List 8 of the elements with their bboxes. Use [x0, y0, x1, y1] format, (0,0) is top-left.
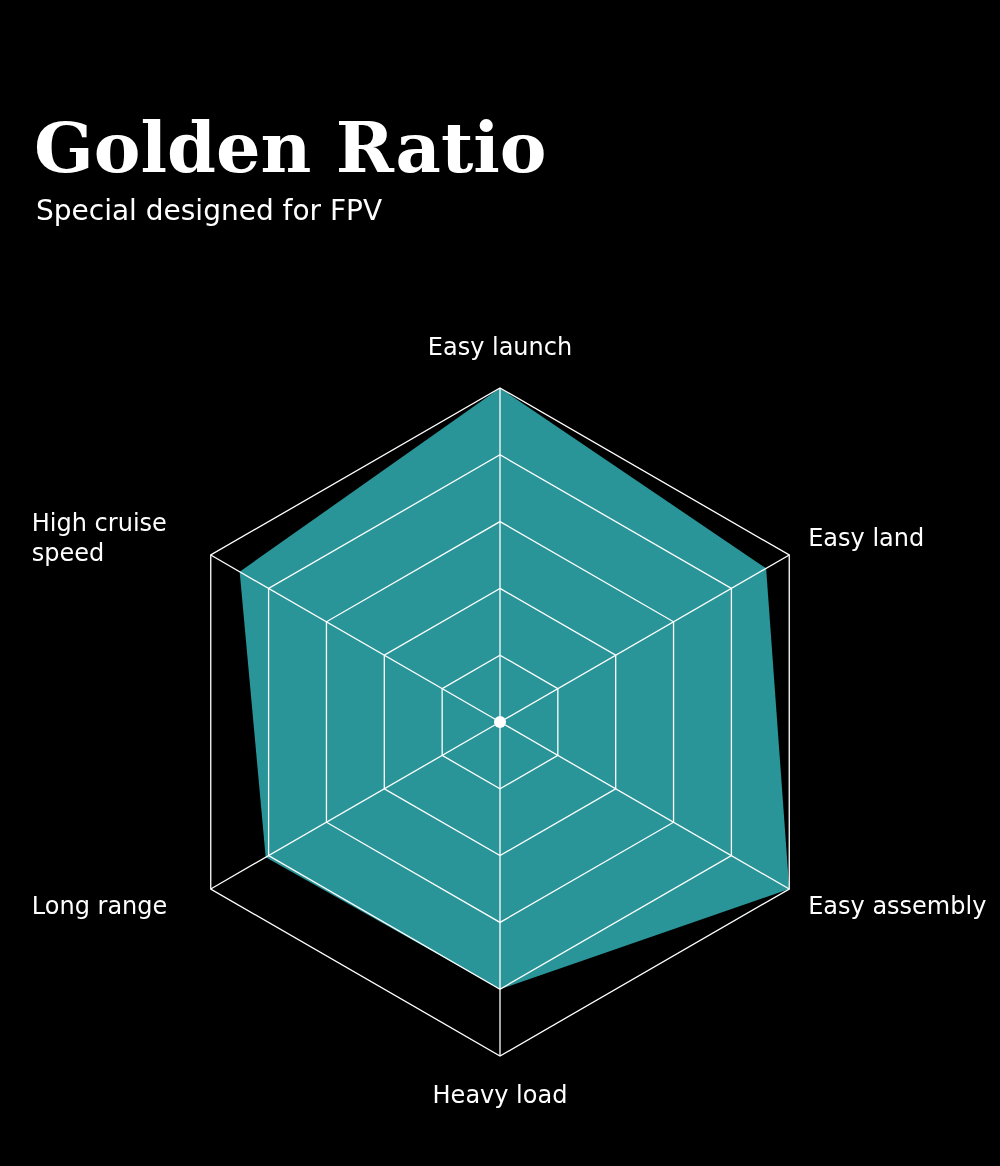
spoke-label: Easy assembly [808, 891, 987, 920]
chart-subtitle: Special designed for FPV [36, 194, 383, 227]
spoke-label: Easy launch [427, 332, 573, 361]
spoke-label: Easy land [808, 524, 925, 553]
spoke-label: Heavy load [432, 1081, 568, 1110]
chart-title: Golden Ratio [34, 106, 547, 189]
spoke-label: High cruise speed [31, 509, 167, 568]
spoke-label: Long range [31, 891, 168, 920]
